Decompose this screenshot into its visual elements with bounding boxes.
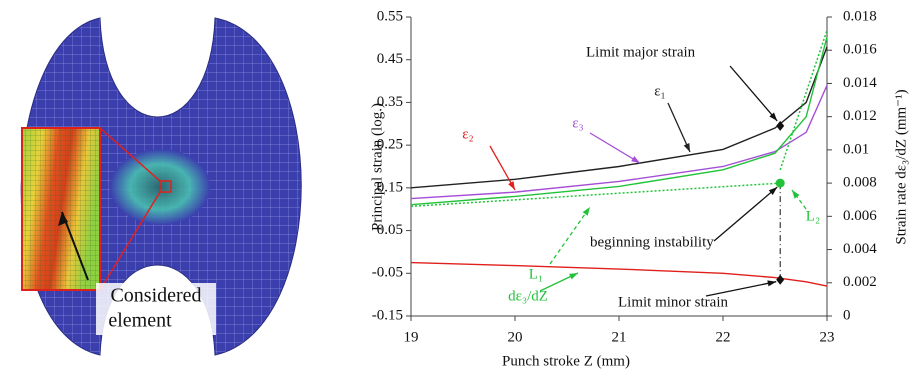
x-tick-label: 22 — [716, 329, 731, 345]
x-tick-label: 21 — [612, 329, 627, 345]
annotation-arrow — [550, 207, 590, 264]
annotation-arrow — [706, 282, 776, 296]
y-tick-label: -0.05 — [372, 265, 403, 281]
y2-axis-title: Strain rate dε₃/dZ (mm⁻¹) — [893, 89, 909, 244]
y-tick-label: 0.05 — [377, 222, 403, 238]
x-axis-title: Punch stroke Z (mm) — [502, 353, 630, 369]
image-label: Considered — [110, 285, 201, 307]
y2-tick-label: 0.006 — [843, 208, 877, 224]
series-line — [411, 47, 827, 188]
figure: Considered element Punch stroke Z (mm) P… — [0, 0, 917, 377]
y2-tick-label: 0.002 — [843, 274, 877, 290]
series-label: ε₃ — [572, 115, 584, 131]
series-label: ε₂ — [462, 126, 474, 142]
series-line — [411, 263, 827, 286]
point-label: Limit major strain — [586, 44, 696, 60]
point — [776, 121, 784, 131]
y-tick-label: 0.35 — [377, 94, 403, 110]
series-label: dε₃/dZ — [508, 288, 548, 304]
annotation-arrowhead — [767, 280, 776, 286]
annotation-arrowhead — [569, 273, 578, 279]
x-tick-label: 23 — [820, 329, 835, 345]
series-label: L₁ — [529, 266, 543, 282]
annotation-arrowhead — [508, 181, 515, 190]
annotation-arrowhead — [792, 190, 799, 199]
y-tick-label: 0.25 — [377, 137, 403, 153]
y2-tick-label: 0.004 — [843, 241, 877, 257]
annotation-arrow — [730, 66, 777, 121]
y2-tick-label: 0.01 — [843, 141, 869, 157]
x-tick-label: 19 — [404, 329, 419, 345]
point — [776, 179, 785, 188]
point — [776, 275, 784, 285]
point-label: beginning instability — [590, 234, 714, 250]
point-label: Limit minor strain — [618, 294, 728, 310]
y2-tick-label: 0.008 — [843, 175, 877, 191]
y2-tick-label: 0.018 — [843, 8, 877, 24]
y-tick-label: 0.55 — [377, 8, 403, 24]
image-label: element — [108, 310, 172, 332]
y-tick-label: -0.15 — [372, 307, 403, 323]
series-label: ε₁ — [654, 83, 666, 99]
y-axis-title: Principal strain (log.) — [369, 103, 385, 231]
y2-tick-label: 0.012 — [843, 108, 877, 124]
annotation-arrowhead — [684, 143, 690, 152]
annotation-arrow — [714, 187, 777, 241]
annotation-arrowhead — [631, 156, 640, 163]
series-label: L₂ — [806, 208, 820, 224]
y-tick-label: 0.15 — [377, 179, 403, 195]
annotation-arrow — [590, 133, 640, 163]
y2-tick-label: 0 — [843, 307, 851, 323]
y-tick-label: 0.45 — [377, 51, 403, 67]
y2-tick-label: 0.016 — [843, 42, 877, 58]
fe-model-image: Considered element — [21, 18, 301, 355]
x-tick-label: 20 — [508, 329, 523, 345]
annotation-arrowhead — [583, 207, 590, 216]
series-line — [411, 37, 827, 205]
y2-tick-label: 0.014 — [843, 75, 877, 91]
